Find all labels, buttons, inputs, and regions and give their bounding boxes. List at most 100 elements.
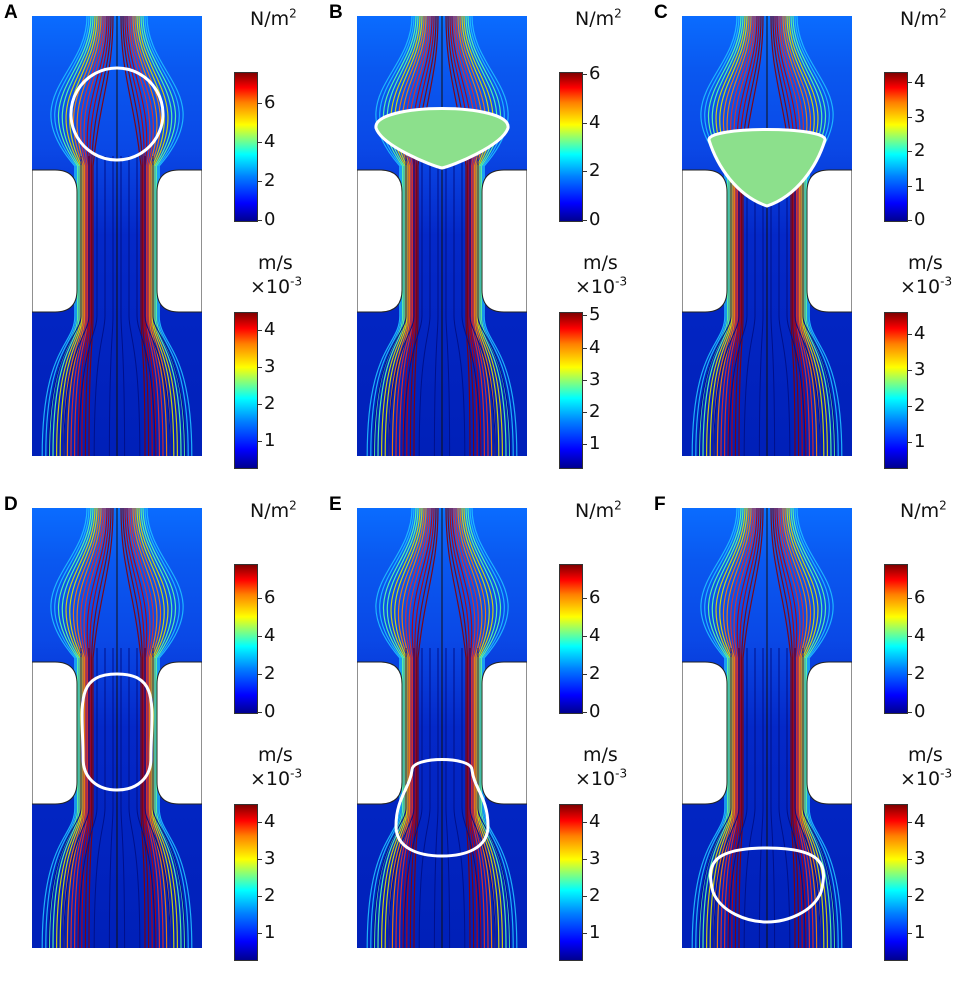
left-wall <box>357 661 403 805</box>
streamline <box>463 16 503 456</box>
streamline <box>388 648 415 948</box>
streamline <box>74 508 106 948</box>
streamline <box>445 508 471 948</box>
panel-f: F N/m2 6 4 2 0 m/s ×10-3 4 3 2 1 <box>650 492 962 962</box>
velocity-tick-label: 4 <box>264 319 276 341</box>
streamline <box>128 16 160 456</box>
streamline <box>366 508 413 948</box>
streamline <box>88 16 114 456</box>
velocity-scale-text: ×10 <box>575 768 616 790</box>
streamline <box>758 648 764 948</box>
streamline <box>52 16 94 456</box>
simulation-view <box>682 508 852 948</box>
streamline <box>469 648 496 948</box>
streamline <box>70 16 104 456</box>
streamline <box>724 508 756 948</box>
streamline <box>780 508 814 948</box>
streamline <box>445 156 451 456</box>
streamline <box>132 508 168 948</box>
velocity-scale-label: ×10-3 <box>575 768 627 790</box>
pressure-colorbar <box>559 564 583 714</box>
streamline <box>713 508 750 948</box>
streamline <box>388 508 425 948</box>
pressure-tick-label: 6 <box>589 63 601 85</box>
velocity-scale-text: ×10 <box>900 768 941 790</box>
panel-a: A N/m2 6 4 2 0 m/s ×10-3 4 3 2 1 <box>0 0 320 470</box>
streamline <box>81 16 110 456</box>
tick-mark <box>907 859 912 861</box>
streamline <box>445 16 471 456</box>
streamline <box>78 648 98 948</box>
streamline <box>743 648 756 948</box>
pressure-tick-label: 0 <box>589 209 601 230</box>
streamline <box>453 156 466 456</box>
pressure-unit-text: N/m <box>575 8 615 30</box>
panel-label: B <box>329 2 343 23</box>
pressure-tick-label: 2 <box>264 663 276 685</box>
streamline <box>449 16 478 456</box>
streamline <box>381 508 421 948</box>
streamline <box>124 16 153 456</box>
velocity-tick-label: 1 <box>589 433 601 455</box>
tick-mark <box>907 822 912 824</box>
tick-mark <box>582 412 587 414</box>
streamline <box>455 508 489 948</box>
streamline <box>84 508 112 948</box>
tick-mark <box>582 220 587 221</box>
streamline <box>459 16 496 456</box>
streamline <box>778 16 810 456</box>
streamline <box>461 16 500 456</box>
streamline <box>384 508 423 948</box>
streamline <box>463 508 503 948</box>
velocity-tick-label: 1 <box>914 430 926 452</box>
right-wall <box>156 169 202 313</box>
velocity-unit-label: m/s <box>583 252 618 274</box>
streamline <box>63 156 90 456</box>
streamline <box>48 648 82 948</box>
velocity-scale-exponent: -3 <box>615 274 628 289</box>
tick-mark <box>257 103 262 105</box>
simulation-view <box>682 16 852 456</box>
velocity-tick-label: 3 <box>914 358 926 380</box>
streamline <box>716 508 752 948</box>
velocity-scale-label: ×10-3 <box>900 276 952 298</box>
streamline <box>122 16 150 456</box>
pressure-tick-label: 2 <box>589 160 601 182</box>
streamline <box>477 648 511 948</box>
pressure-tick-label: 4 <box>914 625 926 647</box>
right-wall <box>156 661 202 805</box>
velocity-colorbar <box>884 312 908 469</box>
velocity-tick-label: 2 <box>914 885 926 907</box>
velocity-tick-label: 4 <box>589 336 601 358</box>
streamline <box>138 508 178 948</box>
streamline <box>370 16 415 456</box>
streamline <box>59 16 98 456</box>
right-wall <box>806 169 852 313</box>
streamline <box>698 648 732 948</box>
streamline <box>720 508 754 948</box>
tick-mark <box>907 185 912 187</box>
velocity-tick-label: 1 <box>589 922 601 944</box>
pressure-unit-label: N/m2 <box>900 8 947 30</box>
streamline <box>63 648 90 948</box>
tick-mark <box>582 598 587 600</box>
streamline <box>377 508 419 948</box>
streamline <box>449 508 478 948</box>
droplet-outline <box>69 66 165 162</box>
streamline <box>128 508 160 948</box>
streamline <box>41 508 88 948</box>
streamline <box>471 16 518 456</box>
streamline <box>128 648 141 948</box>
panel-label: D <box>4 494 18 515</box>
tick-mark <box>907 220 912 221</box>
streamline <box>108 648 114 948</box>
streamline <box>144 648 171 948</box>
tick-mark <box>257 933 262 935</box>
streamline <box>373 648 407 948</box>
streamline <box>120 16 146 456</box>
pressure-tick-label: 4 <box>589 625 601 647</box>
pressure-unit-text: N/m <box>575 500 615 522</box>
tick-mark <box>907 598 912 600</box>
streamline <box>391 508 427 948</box>
streamline <box>45 508 90 948</box>
